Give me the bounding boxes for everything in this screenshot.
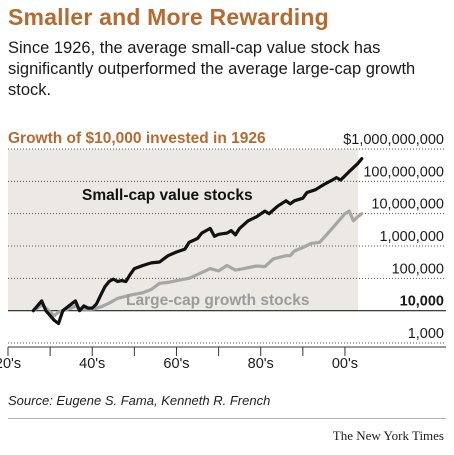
y-tick-label: 100,000,000: [363, 164, 444, 180]
publisher-credit: The New York Times: [332, 428, 444, 443]
series-layer: [31, 157, 364, 326]
y-tick-label: 10,000,000: [371, 197, 444, 213]
chart-subtitle: Since 1926, the average small-cap value …: [8, 39, 416, 99]
axis-layer: [7, 346, 446, 356]
small-cap-series-label: Small-cap value stocks: [82, 187, 253, 204]
x-tick-label: 60's: [163, 356, 189, 372]
large-cap-series-label: Large-cap growth stocks: [126, 292, 309, 309]
x-tick-label: 80's: [248, 356, 274, 372]
y-tick-label: $1,000,000,000: [343, 132, 444, 148]
chart-title: Smaller and More Rewarding: [8, 4, 329, 30]
footer-divider: [8, 418, 446, 419]
shaded-panel: [8, 149, 358, 311]
x-tick-label: 40's: [79, 356, 105, 372]
label-layer: Growth of $10,000 invested in 1926 Small…: [0, 130, 444, 372]
chart-subheading: Growth of $10,000 invested in 1926: [8, 130, 266, 147]
y-tick-label: 1,000: [408, 326, 444, 342]
x-tick-label: 20's: [0, 356, 21, 372]
y-tick-label: 10,000: [400, 294, 444, 310]
y-tick-label: 100,000: [392, 261, 444, 277]
y-tick-label: 1,000,000: [379, 229, 444, 245]
panel-layer: [8, 149, 358, 311]
x-tick-label: 00's: [332, 356, 358, 372]
small-cap-value-line: [31, 157, 364, 326]
source-note: Source: Eugene S. Fama, Kenneth R. Frenc…: [8, 393, 271, 408]
chart-area: Growth of $10,000 invested in 1926 Small…: [0, 130, 446, 372]
